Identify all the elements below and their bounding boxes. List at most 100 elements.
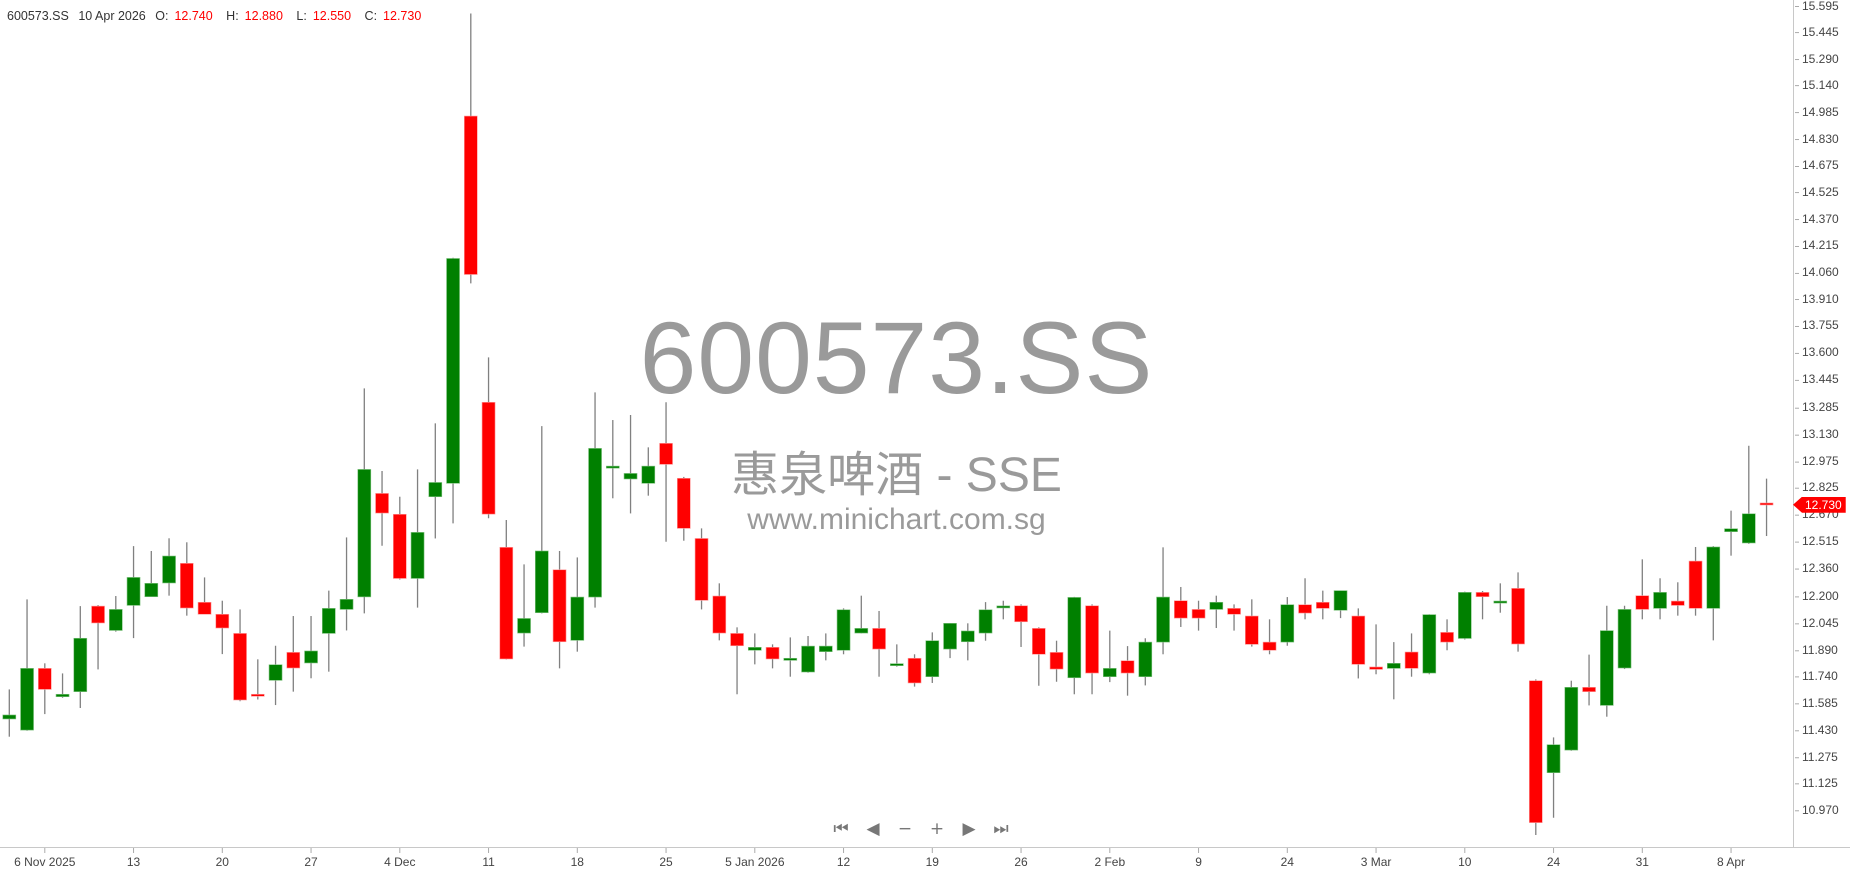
candle[interactable] [1440, 619, 1454, 651]
candle[interactable] [978, 602, 993, 641]
candle[interactable] [126, 546, 141, 639]
candle[interactable] [1174, 586, 1188, 627]
candle[interactable] [1316, 590, 1330, 620]
candle[interactable] [446, 257, 460, 524]
first-icon[interactable]: ⏮ [833, 819, 849, 839]
candle[interactable] [605, 420, 620, 499]
candle[interactable] [1227, 604, 1241, 631]
candle[interactable] [499, 520, 514, 660]
candle[interactable] [1688, 546, 1703, 616]
candle[interactable] [463, 13, 478, 284]
candle[interactable] [765, 644, 780, 669]
candle[interactable] [1103, 630, 1117, 683]
candle[interactable] [2, 689, 17, 737]
candle[interactable] [20, 599, 34, 731]
candle[interactable] [623, 414, 638, 514]
candle[interactable] [1564, 680, 1579, 751]
candle[interactable] [1759, 478, 1774, 537]
candle[interactable] [925, 632, 940, 683]
candle[interactable] [659, 402, 673, 542]
candle[interactable] [375, 470, 389, 546]
candle[interactable] [747, 633, 762, 665]
candle[interactable] [392, 496, 407, 580]
candle[interactable] [1333, 590, 1348, 619]
candle[interactable] [1085, 604, 1099, 695]
candle[interactable] [1369, 624, 1383, 675]
candle[interactable] [304, 616, 318, 679]
candle[interactable] [1511, 572, 1525, 652]
candle[interactable] [1706, 546, 1721, 641]
candle[interactable] [339, 537, 354, 631]
candle[interactable] [1067, 596, 1082, 695]
candle[interactable] [1493, 583, 1508, 613]
candle[interactable] [1280, 597, 1295, 646]
candle[interactable] [1191, 600, 1206, 631]
candle[interactable] [1049, 640, 1064, 682]
candle[interactable] [1245, 599, 1259, 647]
candle[interactable] [1422, 614, 1437, 675]
last-icon[interactable]: ⏭ [993, 819, 1009, 839]
candle[interactable] [37, 663, 52, 715]
candle[interactable] [1262, 619, 1277, 655]
candle[interactable] [428, 423, 443, 539]
candle[interactable] [517, 564, 531, 647]
candle[interactable] [854, 595, 869, 634]
candle[interactable] [1742, 445, 1756, 544]
candle[interactable] [1617, 605, 1632, 670]
candle[interactable] [1653, 578, 1667, 620]
candle[interactable] [1156, 547, 1170, 655]
candle[interactable] [1724, 510, 1738, 556]
candle[interactable] [907, 654, 922, 687]
candle[interactable] [872, 610, 886, 677]
candle[interactable] [588, 392, 602, 608]
candle[interactable] [1014, 604, 1028, 647]
candle[interactable] [1529, 679, 1543, 835]
candle[interactable] [410, 469, 425, 608]
candle[interactable] [1120, 646, 1135, 696]
candle[interactable] [215, 600, 230, 655]
candle[interactable] [730, 627, 744, 695]
candle[interactable] [1209, 595, 1224, 629]
candle[interactable] [1351, 608, 1366, 679]
candle[interactable] [570, 557, 585, 652]
candle[interactable] [836, 608, 851, 655]
candle[interactable] [357, 388, 372, 614]
candle[interactable] [1600, 605, 1614, 717]
candle[interactable] [1546, 737, 1561, 818]
candle[interactable] [1582, 654, 1596, 706]
candle[interactable] [1671, 582, 1685, 616]
candle[interactable] [286, 616, 301, 692]
prev-icon[interactable]: ◀ [866, 819, 880, 839]
candle[interactable] [1032, 627, 1046, 686]
zoom-out-icon[interactable]: − [897, 819, 913, 839]
candle[interactable] [144, 550, 159, 598]
candle[interactable] [268, 645, 283, 706]
candle[interactable] [1475, 590, 1490, 620]
next-icon[interactable]: ▶ [962, 819, 976, 839]
candle[interactable] [1404, 633, 1419, 677]
candle[interactable] [251, 659, 265, 700]
candle[interactable] [818, 633, 833, 661]
candle[interactable] [233, 609, 247, 702]
candle[interactable] [801, 636, 815, 673]
candle[interactable] [552, 550, 567, 669]
candle[interactable] [534, 426, 549, 614]
candle[interactable] [109, 596, 123, 632]
candle[interactable] [162, 538, 176, 596]
candle[interactable] [960, 623, 975, 661]
candle[interactable] [91, 605, 105, 670]
candle[interactable] [1138, 638, 1153, 686]
candle[interactable] [321, 590, 336, 672]
candle[interactable] [783, 637, 798, 677]
candle[interactable] [996, 600, 1011, 620]
candle[interactable] [943, 622, 957, 659]
candle[interactable] [1458, 591, 1472, 640]
candle[interactable] [1635, 559, 1650, 620]
candle[interactable] [180, 542, 194, 616]
candle[interactable] [694, 528, 709, 610]
zoom-in-icon[interactable]: + [929, 819, 945, 839]
candle[interactable] [676, 476, 691, 541]
candle[interactable] [1387, 642, 1401, 700]
candle[interactable] [641, 447, 656, 496]
